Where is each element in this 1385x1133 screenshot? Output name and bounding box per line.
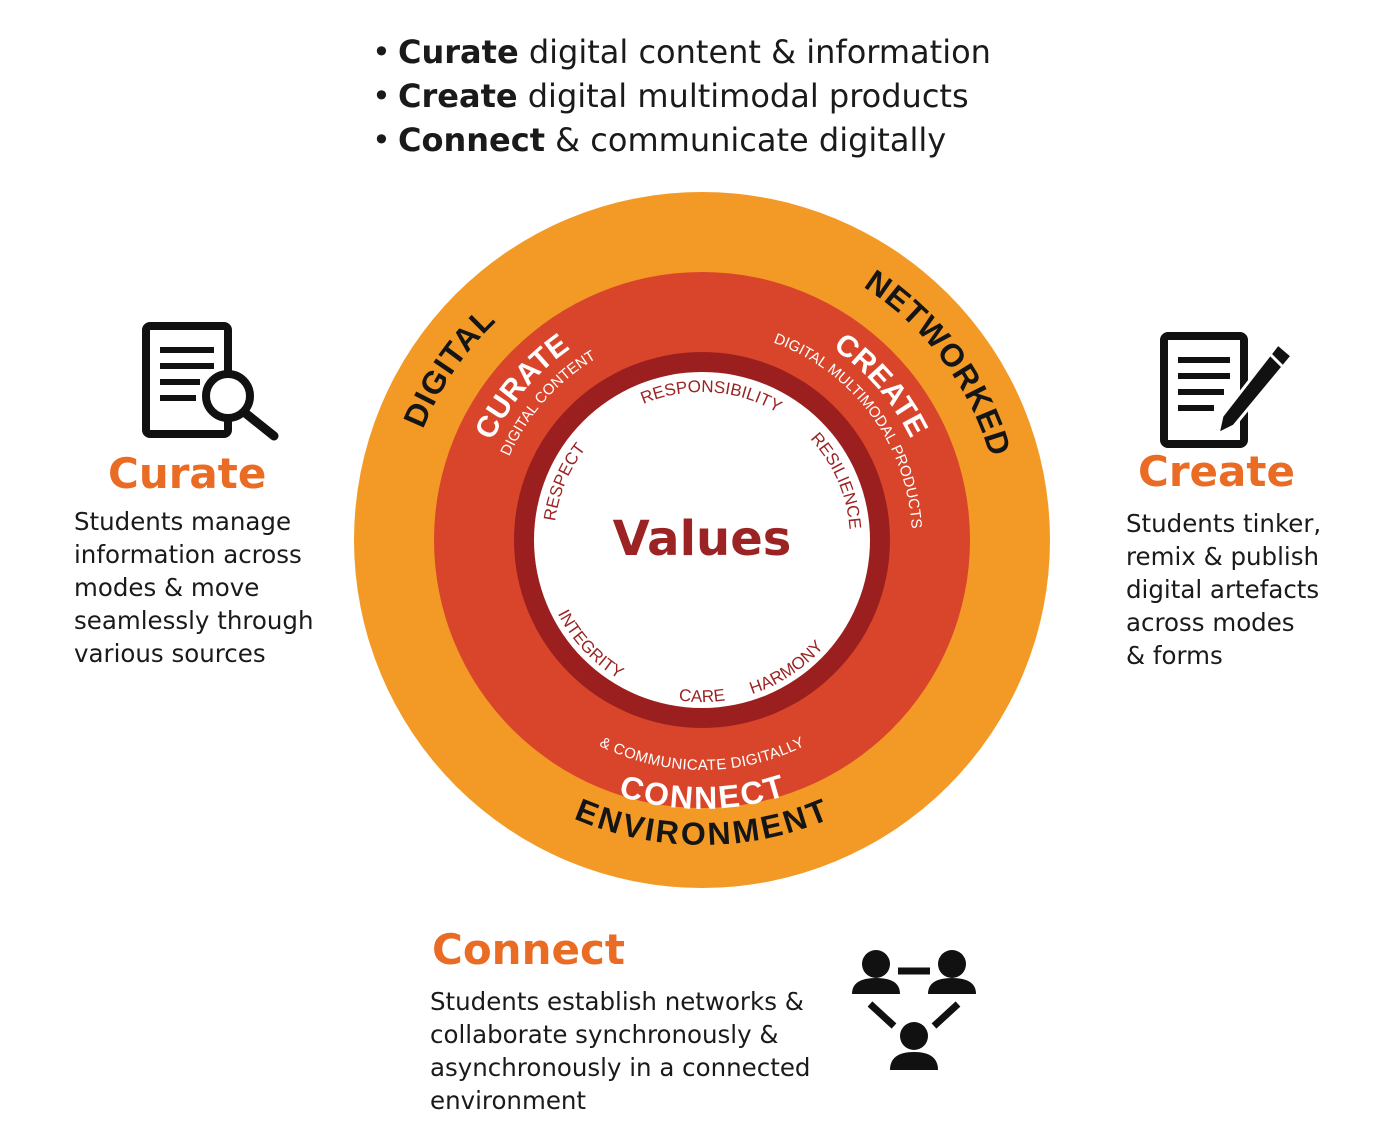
bullet-curate: • Curate digital content & information xyxy=(372,33,991,71)
curate-description: Students manage information across modes… xyxy=(74,507,314,668)
page-title-cropped: Cultivate Students' Literacies xyxy=(330,0,1050,8)
summary-bullets: • Curate digital content & information • C… xyxy=(372,30,991,162)
values-title: Values xyxy=(613,511,792,567)
values-core xyxy=(534,372,870,708)
create-description: Students tinker, remix & publish digital… xyxy=(1126,509,1322,670)
connect-description: Students establish networks & collaborat… xyxy=(430,987,811,1115)
network-people-icon xyxy=(852,950,976,1070)
value-care: CARE xyxy=(678,685,726,706)
curate-title: Curate xyxy=(108,449,267,498)
create-title: Create xyxy=(1138,447,1295,496)
document-search-icon xyxy=(142,322,279,441)
bullet-connect: • Connect & communicate digitally xyxy=(372,121,947,159)
connect-title: Connect xyxy=(432,925,625,974)
bullet-create: • Create digital multimodal products xyxy=(372,77,969,115)
literacies-ring-diagram: DIGITAL NETWORKED ENVIRONMENT CURATE DIG… xyxy=(354,192,1050,888)
document-pencil-icon xyxy=(1160,332,1295,448)
